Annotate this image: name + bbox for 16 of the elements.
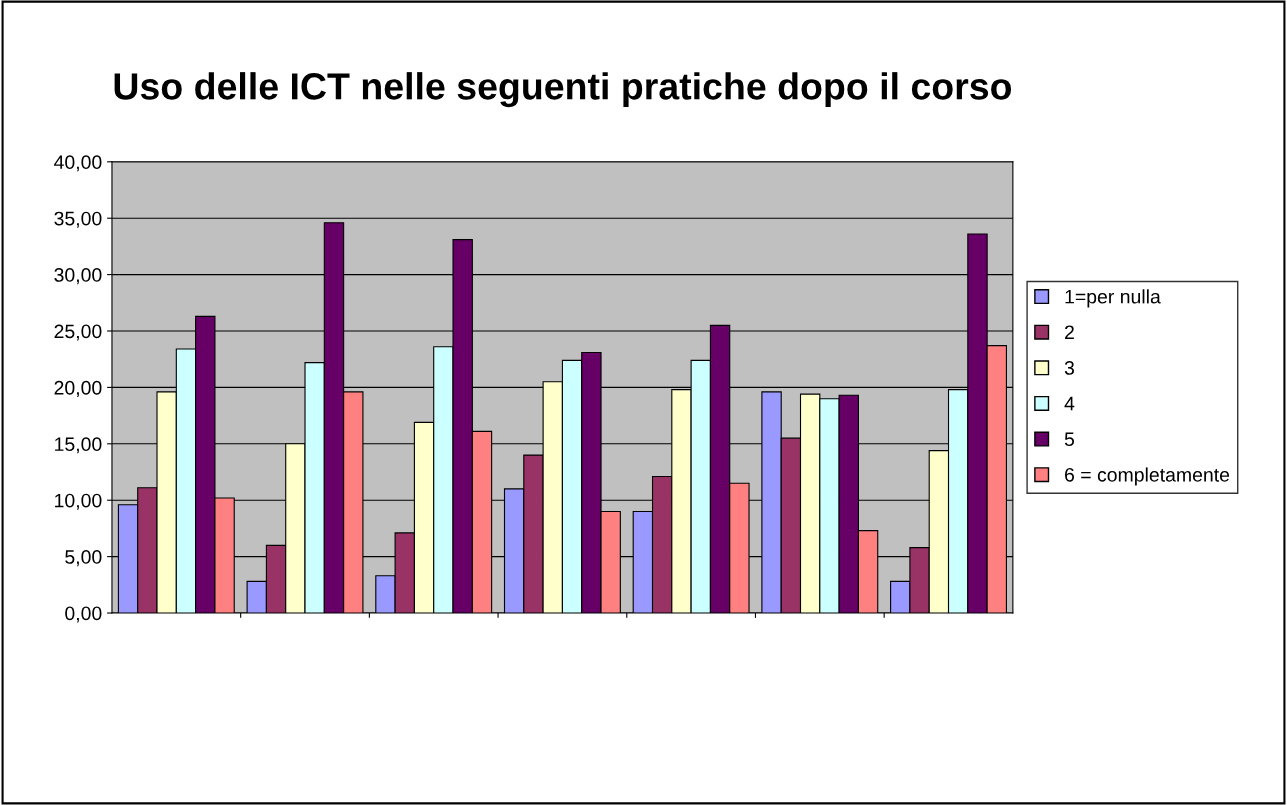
- legend-label: 1=per nulla: [1065, 289, 1161, 308]
- chart-title: Uso delle ICT nelle seguenti pratiche dopo il corso: [114, 72, 1012, 108]
- y-tick-label: 0,00: [65, 606, 102, 623]
- legend-label: 2: [1065, 325, 1074, 339]
- legend-label: 3: [1064, 361, 1074, 375]
- y-tick-label: 15,00: [55, 437, 102, 454]
- legend-label: 5: [1064, 432, 1075, 447]
- y-tick-label: 30,00: [54, 268, 102, 285]
- legend-label: 6 = completamente: [1065, 467, 1230, 486]
- y-tick-label: 5,00: [65, 550, 102, 567]
- legend-label: 4: [1064, 396, 1075, 411]
- y-tick-label: 35,00: [54, 211, 102, 228]
- y-tick-label: 10,00: [55, 493, 102, 510]
- y-tick-label: 20,00: [54, 380, 102, 397]
- y-tick-label: 25,00: [54, 324, 102, 341]
- y-tick-label: 40,00: [54, 155, 102, 172]
